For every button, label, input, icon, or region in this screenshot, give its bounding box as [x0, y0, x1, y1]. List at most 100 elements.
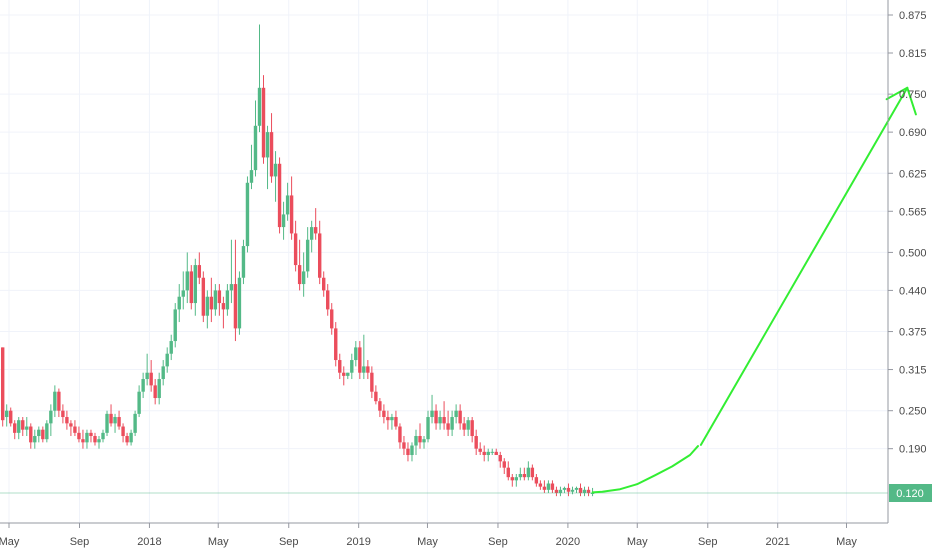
candle	[478, 442, 482, 456]
candle	[562, 486, 567, 493]
candle-body	[434, 410, 438, 424]
candle-body	[438, 417, 442, 424]
candle	[586, 486, 591, 497]
candle-body	[354, 347, 358, 361]
candle-body	[153, 385, 157, 399]
candle-body	[137, 391, 141, 414]
candle-body	[133, 413, 137, 433]
candle	[506, 461, 510, 481]
candle	[466, 417, 470, 437]
x-tick-label: May	[417, 536, 438, 548]
candle-body	[61, 410, 65, 418]
candle-body	[173, 309, 177, 342]
y-tick-label: 0.625	[899, 168, 927, 180]
candle	[109, 404, 113, 427]
candle-body	[486, 451, 490, 456]
candle	[366, 360, 370, 380]
candle-body	[9, 410, 13, 424]
candle	[77, 426, 81, 443]
candle	[406, 442, 410, 462]
candle-body	[121, 426, 125, 437]
candle	[542, 480, 547, 493]
candle	[221, 296, 226, 329]
candle	[289, 176, 294, 240]
candle	[458, 404, 462, 430]
candle-body	[338, 360, 342, 373]
candle-body	[530, 467, 535, 478]
candle-body	[309, 227, 314, 240]
candle-body	[586, 489, 591, 493]
candle	[153, 379, 157, 405]
x-tick-label: May	[627, 536, 648, 548]
candle-body	[590, 493, 595, 494]
candle	[430, 394, 434, 424]
candle	[498, 451, 502, 468]
candle	[237, 271, 242, 335]
candle	[390, 413, 394, 430]
candle	[374, 385, 378, 405]
y-tick-label: 0.565	[899, 206, 927, 218]
y-tick-label: 0.690	[899, 127, 927, 139]
candle-body	[129, 432, 133, 443]
y-tick-label: 0.190	[899, 444, 927, 456]
candle	[558, 486, 563, 497]
candle	[5, 404, 9, 427]
candle-body	[109, 413, 113, 424]
candle-body	[301, 271, 306, 285]
candle-body	[510, 477, 514, 481]
projection-curve	[591, 445, 699, 494]
candle	[358, 341, 362, 380]
projection-drawing[interactable]	[591, 86, 917, 494]
candle	[338, 353, 342, 380]
candle-body	[382, 410, 386, 418]
candle-body	[546, 483, 551, 490]
candle-body	[233, 284, 238, 329]
candle-body	[17, 420, 21, 433]
candle-body	[462, 423, 466, 430]
candle	[285, 182, 290, 221]
candle-body	[562, 487, 567, 490]
candle-body	[394, 417, 398, 427]
candle-body	[478, 448, 482, 452]
candle-body	[285, 195, 290, 215]
candle	[233, 239, 238, 342]
candle	[273, 151, 278, 202]
candle-body	[217, 290, 222, 304]
candle-body	[49, 410, 53, 424]
candle-body	[334, 328, 338, 361]
candle-body	[398, 426, 402, 443]
candle	[305, 227, 310, 278]
y-tick-label: 0.750	[899, 89, 927, 101]
candle-body	[229, 284, 234, 291]
candle-body	[57, 391, 61, 411]
candle	[534, 474, 539, 487]
candle-body	[402, 442, 406, 449]
candle-body	[93, 436, 97, 443]
candle-body	[273, 163, 278, 177]
candle-body	[201, 277, 206, 316]
candle	[474, 429, 478, 456]
candle-body	[117, 417, 121, 427]
candle-body	[141, 379, 145, 392]
x-tick-label: May	[208, 536, 229, 548]
candle	[17, 417, 21, 440]
candle	[414, 429, 418, 456]
candle-body	[374, 391, 378, 402]
candle	[157, 372, 161, 405]
candle-body	[177, 296, 181, 310]
price-tag-label: 0.120	[896, 488, 924, 500]
candle	[546, 480, 551, 493]
candle	[145, 353, 149, 386]
projection-arrow-line	[699, 86, 909, 446]
candle	[113, 413, 117, 433]
x-tick-label: 2020	[556, 536, 580, 548]
candle-body	[77, 432, 81, 440]
candle-body	[506, 467, 510, 478]
x-tick-label: Sep	[70, 536, 90, 548]
candle-body	[578, 487, 583, 493]
candle-body	[261, 87, 266, 158]
candle-body	[5, 410, 9, 418]
candle	[181, 271, 185, 310]
